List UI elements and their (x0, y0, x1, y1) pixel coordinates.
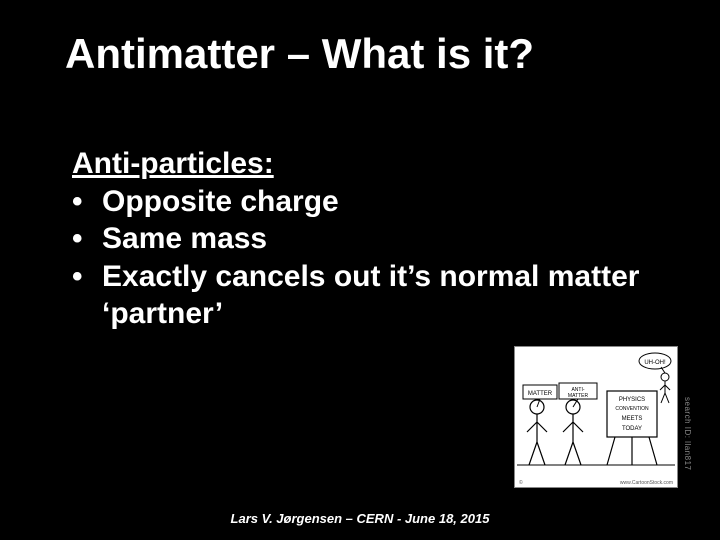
svg-text:www.CartoonStock.com: www.CartoonStock.com (620, 480, 673, 486)
bullet-item: • Exactly cancels out it’s normal matter… (72, 258, 660, 333)
bullet-item: • Opposite charge (72, 183, 660, 221)
cartoon-image: MATTER ANTI- MATTER PHYSICS CONVENTION M… (514, 346, 678, 488)
bullet-marker: • (72, 183, 102, 221)
cartoon-side-label: search ID: llan817 (683, 397, 692, 470)
svg-text:UH-OH!: UH-OH! (644, 360, 666, 366)
slide: Antimatter – What is it? Anti-particles:… (0, 0, 720, 540)
slide-footer: Lars V. Jørgensen – CERN - June 18, 2015 (0, 511, 720, 526)
bullet-item: • Same mass (72, 220, 660, 258)
slide-title: Antimatter – What is it? (65, 30, 534, 78)
bullet-marker: • (72, 220, 102, 258)
bullet-text: Opposite charge (102, 183, 660, 221)
slide-body: Anti-particles: • Opposite charge • Same… (72, 145, 660, 333)
bullet-text: Exactly cancels out it’s normal matter ‘… (102, 258, 660, 333)
subheading: Anti-particles: (72, 145, 660, 183)
svg-text:CONVENTION: CONVENTION (615, 406, 649, 412)
svg-text:MEETS: MEETS (622, 416, 643, 422)
svg-text:©: © (519, 479, 523, 486)
svg-text:TODAY: TODAY (622, 426, 642, 432)
cartoon-sign-left: MATTER (528, 391, 553, 397)
svg-text:PHYSICS: PHYSICS (619, 397, 645, 403)
bullet-marker: • (72, 258, 102, 296)
svg-text:MATTER: MATTER (568, 393, 589, 399)
bullet-text: Same mass (102, 220, 660, 258)
